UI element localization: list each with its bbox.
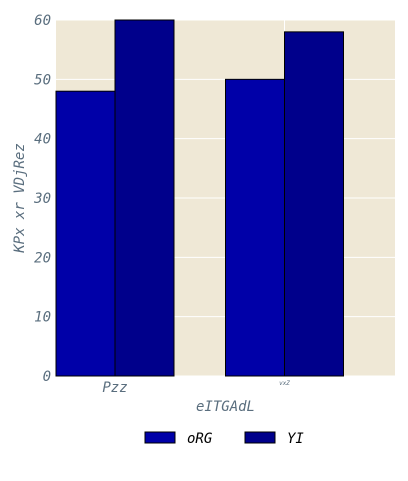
y-tick-label: 0 xyxy=(43,369,51,385)
y-tick-label: 40 xyxy=(34,132,51,148)
bar-oRG-Pzz xyxy=(55,90,116,377)
x-tick-labels: Pzz vxZ xyxy=(102,380,290,396)
bar-oRG-vxZ xyxy=(225,78,285,377)
y-tick-label: 20 xyxy=(34,250,51,266)
legend-swatch-YI xyxy=(244,431,276,444)
x-axis-label: eITGAdL xyxy=(196,399,255,415)
legend: oRG YI xyxy=(144,431,304,447)
y-axis-label: KPx xr VDjRez xyxy=(12,143,28,254)
legend-label-oRG: oRG xyxy=(187,431,213,447)
y-tick-label: 30 xyxy=(33,191,51,207)
x-tick-label: Pzz xyxy=(102,380,127,396)
x-tick-label: vxZ xyxy=(279,380,290,387)
y-tick-label: 10 xyxy=(34,310,51,326)
y-tick-labels: 0 10 20 30 40 50 60 xyxy=(33,13,51,385)
legend-label-YI: YI xyxy=(287,431,304,447)
bar-YI-Pzz xyxy=(114,19,175,377)
legend-swatch-oRG xyxy=(144,431,176,444)
y-tick-label: 60 xyxy=(34,13,51,29)
bars xyxy=(55,19,344,377)
bar-YI-vxZ xyxy=(284,31,344,377)
y-tick-label: 50 xyxy=(34,72,51,88)
